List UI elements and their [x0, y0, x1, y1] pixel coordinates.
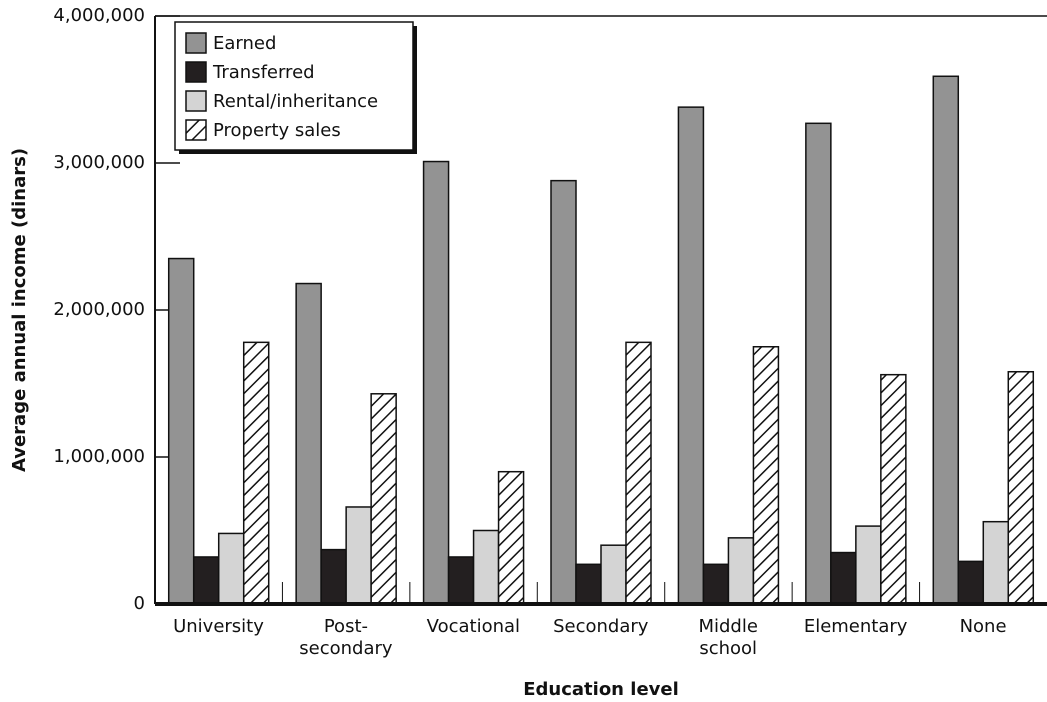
- y-tick-label: 1,000,000: [53, 446, 145, 467]
- x-tick-label: Middle school: [698, 616, 758, 659]
- bar: [447, 556, 475, 605]
- legend-box: [174, 21, 414, 151]
- bar: [345, 506, 372, 605]
- y-tick-label: 4,000,000: [53, 5, 145, 26]
- legend-label: Earned: [213, 33, 276, 54]
- bar: [982, 520, 1010, 605]
- x-tick-label: Elementary: [803, 616, 908, 637]
- x-tick-label: University: [173, 616, 264, 637]
- legend-swatch: [185, 61, 207, 83]
- bar: [295, 282, 322, 605]
- bar: [1007, 370, 1035, 605]
- legend-label: Transferred: [212, 62, 315, 83]
- legend-label: Property sales: [213, 120, 341, 141]
- bar: [625, 341, 652, 605]
- bar: [217, 532, 245, 605]
- x-tick-label: None: [959, 616, 1007, 637]
- legend-swatch: [185, 90, 207, 112]
- legend-label: Rental/inheritance: [213, 91, 378, 112]
- x-tick-label: Vocational: [426, 616, 521, 637]
- bar: [192, 556, 220, 605]
- bar: [880, 373, 907, 605]
- legend-swatch: [185, 32, 207, 54]
- bar: [702, 563, 730, 605]
- x-tick-label: Post- secondary: [299, 616, 393, 659]
- bar: [497, 470, 525, 605]
- bar: [422, 160, 450, 605]
- bar: [855, 525, 882, 605]
- bar: [320, 548, 347, 605]
- bar: [752, 346, 780, 605]
- bar: [242, 341, 270, 605]
- bar: [550, 179, 577, 605]
- bar: [472, 529, 500, 605]
- bar: [830, 551, 857, 605]
- bar: [600, 544, 627, 605]
- bar: [575, 563, 602, 605]
- y-tick-label: 3,000,000: [53, 152, 145, 173]
- legend-swatch: [185, 119, 207, 141]
- x-tick-label: Secondary: [553, 616, 649, 637]
- bar: [805, 122, 832, 605]
- bar: [167, 257, 195, 605]
- y-tick-label: 2,000,000: [53, 299, 145, 320]
- x-axis-label: Education level: [523, 679, 679, 700]
- y-tick-label: 0: [134, 593, 145, 614]
- bar: [957, 560, 985, 605]
- bar: [677, 106, 705, 605]
- y-axis-label: Average annual income (dinars): [9, 148, 30, 472]
- bar: [727, 537, 755, 605]
- bar: [932, 75, 960, 605]
- bar: [370, 393, 397, 605]
